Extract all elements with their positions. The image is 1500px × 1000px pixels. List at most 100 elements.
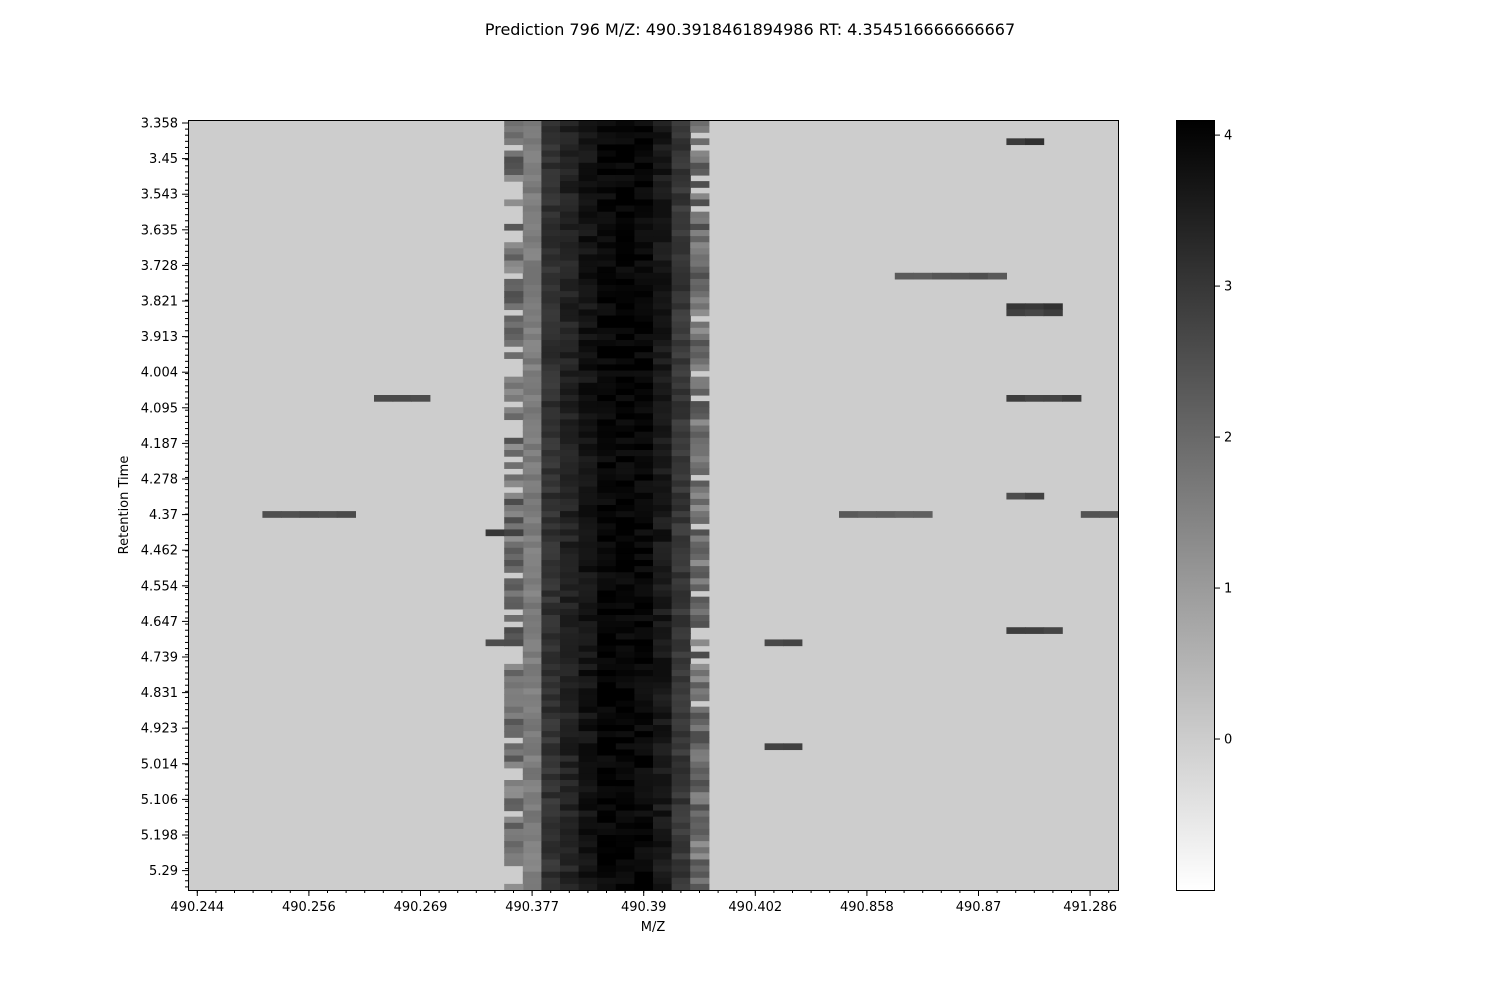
- heatmap-cell: [894, 511, 914, 518]
- heatmap-cell: [522, 437, 542, 445]
- heatmap-cell: [504, 352, 524, 359]
- heatmap-cell: [522, 608, 542, 616]
- heatmap-cell: [597, 688, 617, 696]
- heatmap-cell: [597, 773, 617, 781]
- heatmap-cell: [671, 358, 691, 366]
- heatmap-cell: [504, 223, 524, 231]
- heatmap-cell: [578, 694, 598, 702]
- heatmap-cell: [690, 321, 710, 329]
- heatmap-cell: [857, 511, 877, 518]
- heatmap-cell: [653, 700, 673, 708]
- heatmap-cell: [634, 181, 654, 188]
- heatmap-cell: [615, 743, 635, 751]
- heatmap-cell: [690, 456, 710, 463]
- heatmap-cell: [578, 181, 598, 188]
- heatmap-cell: [560, 462, 580, 469]
- heatmap-cell: [504, 761, 524, 769]
- heatmap-cell: [485, 529, 505, 537]
- heatmap-cell: [671, 749, 691, 757]
- heatmap-cell: [504, 560, 524, 567]
- heatmap-cell: [671, 767, 691, 775]
- heatmap-cell: [541, 333, 561, 341]
- heatmap-cells: [188, 120, 1119, 891]
- heatmap-cell: [615, 553, 635, 561]
- heatmap-cell: [541, 364, 561, 372]
- heatmap-cell: [541, 187, 561, 194]
- heatmap-cell: [1025, 492, 1045, 500]
- heatmap-cell: [504, 395, 524, 402]
- heatmap-cell: [634, 749, 654, 757]
- heatmap-cell: [671, 816, 691, 824]
- heatmap-cell: [597, 352, 617, 359]
- heatmap-cell: [560, 633, 580, 641]
- heatmap-cell: [615, 285, 635, 292]
- heatmap-cell: [634, 761, 654, 769]
- heatmap-cell: [653, 798, 673, 806]
- heatmap-cell: [522, 425, 542, 433]
- heatmap-cell: [634, 572, 654, 579]
- heatmap-cell: [522, 395, 542, 402]
- heatmap-cell: [690, 761, 710, 769]
- heatmap-cell: [671, 822, 691, 830]
- heatmap-cell: [1043, 395, 1063, 402]
- heatmap-cell: [597, 303, 617, 311]
- heatmap-cell: [690, 547, 710, 555]
- heatmap-cell: [1080, 511, 1100, 518]
- heatmap-cell: [541, 285, 561, 292]
- heatmap-cell: [541, 743, 561, 751]
- heatmap-cell: [615, 798, 635, 806]
- heatmap-cell: [615, 877, 635, 885]
- heatmap-cell: [597, 657, 617, 665]
- heatmap-cell: [671, 828, 691, 836]
- heatmap-cell: [690, 285, 710, 292]
- heatmap-cell: [522, 315, 542, 323]
- heatmap-cell: [1099, 511, 1119, 518]
- heatmap-cell: [541, 407, 561, 414]
- heatmap-cell: [504, 883, 524, 891]
- heatmap-cell: [671, 700, 691, 708]
- heatmap-cell: [615, 352, 635, 359]
- heatmap-cell: [615, 773, 635, 781]
- heatmap-cell: [560, 211, 580, 219]
- heatmap-cell: [615, 498, 635, 506]
- heatmap-cell: [522, 541, 542, 549]
- heatmap-cell: [560, 523, 580, 531]
- heatmap-cell: [653, 731, 673, 738]
- heatmap-cell: [615, 694, 635, 702]
- heatmap-cell: [560, 401, 580, 408]
- heatmap-cell: [671, 535, 691, 543]
- colorbar-tick-label: 2: [1224, 431, 1232, 446]
- heatmap-cell: [522, 291, 542, 298]
- heatmap-cell: [671, 425, 691, 433]
- heatmap-cell: [560, 560, 580, 567]
- y-tick-label: 3.358: [141, 117, 178, 132]
- heatmap-cell: [671, 236, 691, 243]
- heatmap-cell: [615, 456, 635, 463]
- heatmap-cell: [690, 810, 710, 818]
- y-tick-label: 4.37: [149, 508, 178, 523]
- heatmap-cell: [653, 560, 673, 567]
- heatmap-cell: [541, 254, 561, 262]
- heatmap-cell: [653, 517, 673, 524]
- heatmap-cell: [634, 358, 654, 366]
- heatmap-cell: [597, 462, 617, 469]
- heatmap-cell: [522, 560, 542, 567]
- heatmap-cell: [653, 706, 673, 714]
- heatmap-cell: [522, 468, 542, 476]
- heatmap-cell: [671, 150, 691, 158]
- heatmap-cell: [671, 498, 691, 506]
- heatmap-cell: [634, 865, 654, 873]
- heatmap-cell: [634, 529, 654, 537]
- heatmap-cell: [671, 572, 691, 579]
- heatmap-cell: [597, 346, 617, 353]
- heatmap-cell: [634, 682, 654, 689]
- heatmap-cell: [560, 199, 580, 207]
- heatmap-cell: [560, 327, 580, 335]
- heatmap-cell: [634, 211, 654, 219]
- heatmap-cell: [541, 688, 561, 696]
- heatmap-cell: [615, 529, 635, 537]
- heatmap-cell: [522, 517, 542, 524]
- heatmap-cell: [597, 871, 617, 879]
- heatmap-cell: [541, 578, 561, 586]
- heatmap-cell: [634, 835, 654, 842]
